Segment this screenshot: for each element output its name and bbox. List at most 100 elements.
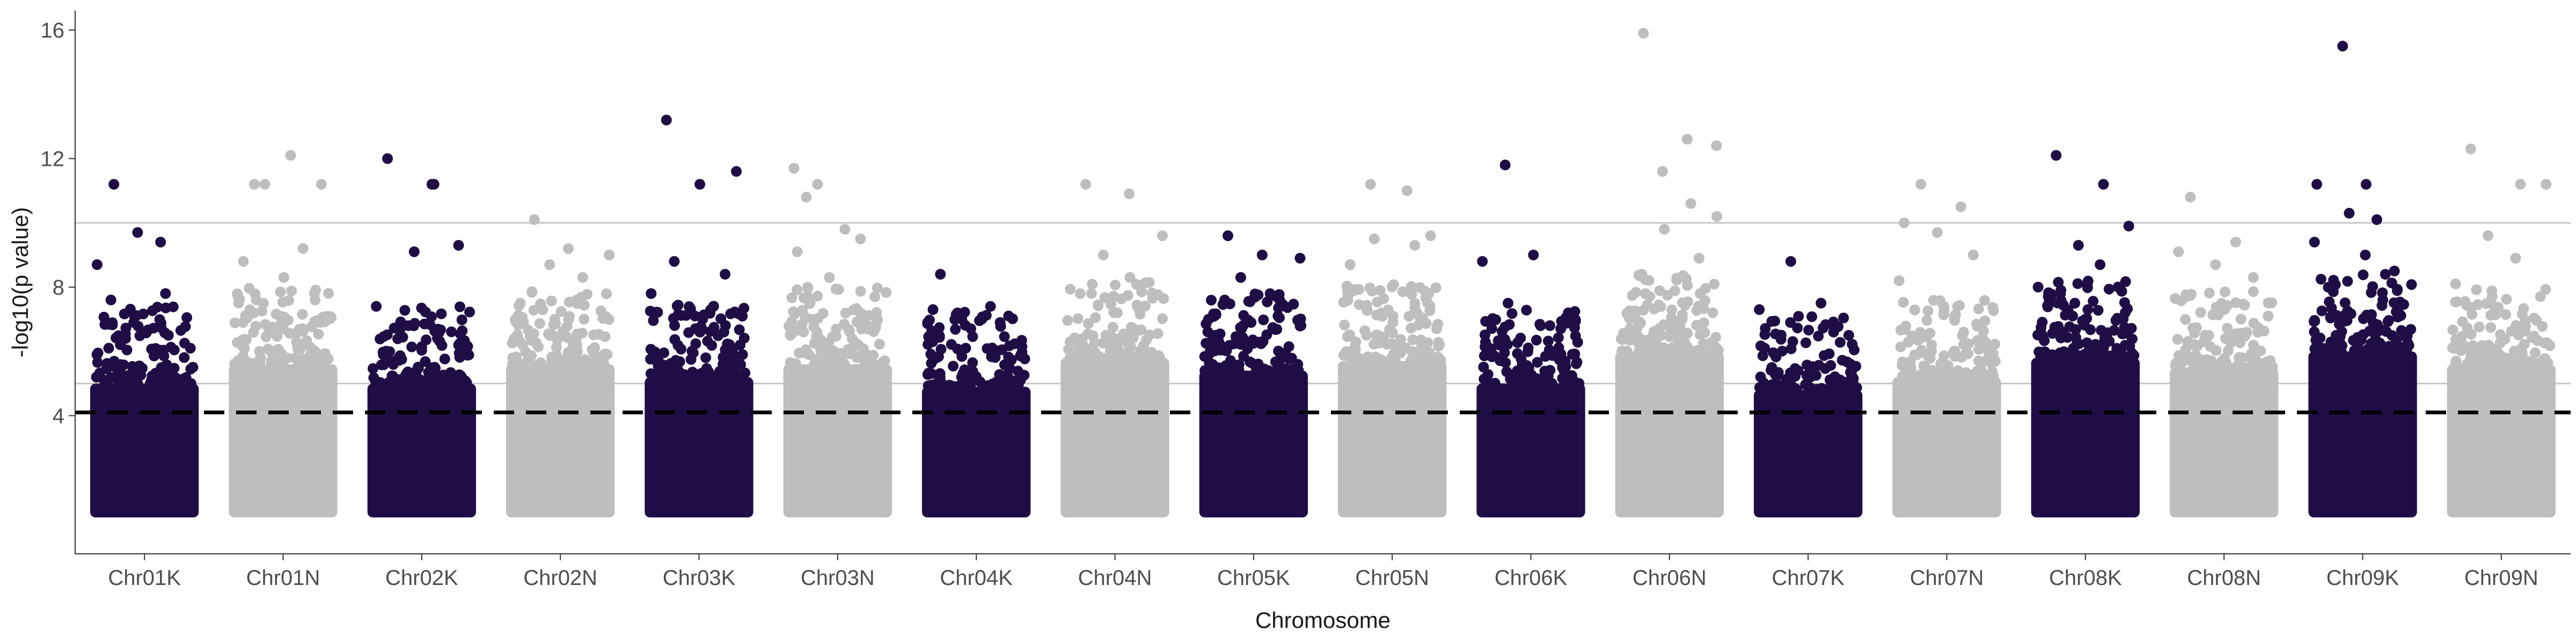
snp-point <box>1110 280 1121 291</box>
snp-point <box>952 343 963 355</box>
snp-point <box>1016 335 1027 346</box>
snp-point <box>2248 340 2259 351</box>
snp-point <box>2506 326 2517 337</box>
snp-point <box>1395 347 1406 358</box>
snp-point <box>1233 364 1245 376</box>
x-axis-ticks: Chr01K Chr01N Chr02K Chr02N Chr03K Chr03N Chr0… <box>108 554 2538 590</box>
snp-point <box>1217 299 1228 310</box>
snp-point <box>2315 332 2326 343</box>
snp-point <box>2071 339 2082 350</box>
snp-point <box>2395 296 2405 308</box>
top-snp-point <box>1899 217 1910 229</box>
snp-point <box>839 319 850 330</box>
snp-point <box>648 315 659 326</box>
x-tick-label: Chr06K <box>1495 566 1568 590</box>
dense-point-cloud <box>229 364 338 518</box>
snp-point <box>537 304 548 316</box>
snp-point <box>877 357 888 368</box>
snp-point <box>1810 370 1821 381</box>
snp-point <box>1152 328 1163 339</box>
snp-point <box>1272 310 1284 321</box>
snp-point <box>1131 279 1142 290</box>
top-snp-point <box>1365 179 1376 190</box>
snp-point <box>130 369 142 380</box>
snp-point <box>1430 282 1441 294</box>
snp-point <box>2057 327 2068 338</box>
snp-point <box>1531 334 1542 346</box>
snp-point <box>1220 345 1232 356</box>
snp-point <box>1808 384 1819 395</box>
y-tick-label: 16 <box>41 19 65 42</box>
snp-point <box>2353 343 2365 355</box>
x-tick-label: Chr07K <box>1772 566 1845 590</box>
chromosome-points-chr02k <box>367 153 476 518</box>
snp-point <box>577 327 588 339</box>
snp-point <box>1480 336 1491 348</box>
top-snp-point <box>103 342 114 354</box>
snp-point <box>313 328 324 340</box>
snp-point <box>435 324 446 335</box>
snp-point <box>1495 355 1506 367</box>
snp-point <box>2485 310 2497 321</box>
top-snp-point <box>1638 27 1649 39</box>
snp-point <box>1141 334 1152 346</box>
top-snp-point <box>1968 250 1979 261</box>
snp-point <box>1560 356 1571 367</box>
top-snp-point <box>1499 159 1511 171</box>
snp-point <box>1926 339 1937 350</box>
snp-point <box>1571 358 1582 369</box>
snp-point <box>2240 331 2250 342</box>
top-snp-point <box>160 288 171 299</box>
snp-point <box>2316 305 2328 317</box>
snp-point <box>1145 350 1156 362</box>
snp-point <box>2219 286 2230 297</box>
snp-point <box>2328 286 2339 297</box>
snp-point <box>1499 347 1510 358</box>
snp-point <box>2252 327 2264 338</box>
top-snp-point <box>1246 317 1257 328</box>
snp-point <box>1073 340 1085 352</box>
snp-point <box>1273 346 1284 357</box>
snp-point <box>1630 287 1642 298</box>
snp-point <box>2072 278 2083 289</box>
snp-point <box>792 284 803 295</box>
snp-point <box>1758 377 1769 389</box>
snp-point <box>292 339 303 350</box>
top-snp-point <box>994 317 1006 328</box>
snp-point <box>1387 311 1399 322</box>
snp-point <box>185 378 196 389</box>
snp-point <box>235 357 246 369</box>
top-snp-point <box>1955 201 1966 213</box>
top-snp-point <box>2541 179 2552 190</box>
snp-point <box>1800 337 1811 348</box>
snp-point <box>1630 306 1642 317</box>
snp-point <box>1780 383 1791 394</box>
snp-point <box>416 345 427 356</box>
snp-point <box>406 341 418 353</box>
chromosome-points-chr07n <box>1892 179 2001 518</box>
snp-point <box>2501 358 2512 370</box>
snp-point <box>660 370 671 380</box>
snp-point <box>276 349 288 360</box>
snp-point <box>1693 301 1704 312</box>
snp-point <box>1571 378 1583 389</box>
snp-point <box>2120 307 2131 318</box>
top-snp-point <box>2173 246 2184 258</box>
snp-point <box>120 333 131 344</box>
snp-point <box>394 325 405 336</box>
snp-point <box>2248 318 2259 329</box>
snp-point <box>2046 289 2057 300</box>
snp-point <box>1253 358 1264 370</box>
snp-point <box>2391 335 2402 346</box>
snp-point <box>1642 299 1653 311</box>
snp-point <box>2266 297 2278 309</box>
snp-point <box>1543 344 1555 355</box>
snp-point <box>2325 336 2337 348</box>
snp-point <box>1624 323 1636 334</box>
x-tick-label: Chr03K <box>663 566 736 590</box>
top-snp-point <box>2360 250 2371 261</box>
snp-point <box>1403 311 1415 322</box>
top-snp-point <box>646 288 657 299</box>
snp-point <box>1536 374 1547 385</box>
